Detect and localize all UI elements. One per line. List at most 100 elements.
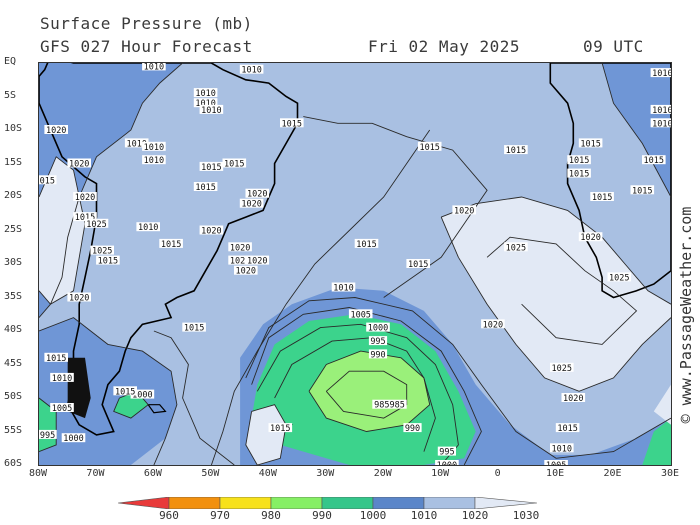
isobar-label-text: 1000 <box>63 434 83 444</box>
isobar-label: 1015 <box>354 238 379 250</box>
isobar-label: 1015 <box>113 386 137 397</box>
colorbar-segment-high <box>474 497 538 509</box>
isobar-label: 1020 <box>67 292 91 304</box>
isobar-label-text: 1020 <box>46 126 66 136</box>
isobar-label-text: 1015 <box>75 213 95 223</box>
isobar-label: 1025 <box>504 242 528 253</box>
isobar-label-text: 990 <box>405 424 420 434</box>
isobar-label: 1015 <box>73 212 97 223</box>
isobar-label: 1020 <box>452 205 476 216</box>
isobar-label: 1015 <box>39 175 57 186</box>
isobar-label-bg <box>590 192 614 201</box>
isobar-line <box>486 236 638 345</box>
isobar-label-bg <box>199 225 224 235</box>
colorbar-tick-label: 1020 <box>461 509 489 522</box>
isobar-label-bg <box>550 362 574 372</box>
isobar-label-text: 1025 <box>92 247 112 257</box>
isobar-label-text: 1015 <box>644 156 664 166</box>
isobar-label-bg <box>607 272 632 282</box>
isobar-line <box>39 317 178 465</box>
isobar-label: 1010 <box>142 141 166 153</box>
isobar-label-text: 1015 <box>39 176 55 186</box>
isobar-label: 995 <box>39 429 57 441</box>
isobar-label-bg <box>504 242 528 252</box>
isobar-label: 1000 <box>435 460 459 465</box>
isobar-label-bg <box>130 389 155 399</box>
isobar-label-bg <box>642 155 666 165</box>
isobar-label-bg <box>39 429 57 439</box>
isobar-label-text: 1010 <box>126 139 146 149</box>
isobar-label-text: 990 <box>370 350 385 360</box>
isobar-label-bg <box>142 155 166 165</box>
isobar-label-bg <box>136 222 160 232</box>
isobar-label-text: 1015 <box>632 186 652 196</box>
isobar-label-bg <box>84 218 109 228</box>
isobar-label-text: 1015 <box>569 170 589 180</box>
pressure-map-canvas: 1010 101010101010101010151010101010101020… <box>39 63 671 465</box>
isobar-label-bg <box>199 104 224 114</box>
isobar-line <box>325 370 408 419</box>
isobar-label-layer: 1010 101010101010101010151010101010101020… <box>39 63 671 465</box>
isobar-label-bg <box>113 386 137 396</box>
isobar-label-bg <box>567 168 591 178</box>
site-credit: © www.PassageWeather.com <box>677 150 695 480</box>
isobar-label-text: 1010 <box>201 106 221 116</box>
isobar-label: 1015 <box>555 423 580 434</box>
pressure-region-1020-1030 <box>441 197 671 392</box>
longitude-tick-label: 40W <box>258 468 277 479</box>
isobar-label-bg <box>228 242 252 252</box>
colorbar-segment <box>423 497 476 509</box>
isobar-label: 1015 <box>590 192 614 203</box>
isobar-label-text: 1020 <box>247 257 267 267</box>
isobar-label-text: 1020 <box>236 267 256 277</box>
isobar-label-text: 1025 <box>506 243 526 253</box>
isobar-label-text: 1025 <box>86 220 106 230</box>
isobar-label-bg <box>550 443 574 453</box>
isobar-label-text: 1015 <box>201 163 221 173</box>
pressure-map[interactable]: 1010 1010 1010 1010 1010 1015 1010 1010 1010 1020… <box>38 62 672 466</box>
isobar-label-bg <box>228 255 252 265</box>
isobar-line <box>210 129 431 465</box>
longitude-tick-label: 20W <box>373 468 392 479</box>
pressure-region-below-1000 <box>642 418 671 465</box>
longitude-tick-label: 50W <box>201 468 220 479</box>
pressure-colorbar <box>118 497 538 509</box>
isobar-line <box>458 257 671 392</box>
isobar-label: 1015 <box>417 141 442 153</box>
isobar-label-text: 1005 <box>350 310 370 320</box>
isobar-label: 1020 <box>481 319 505 330</box>
longitude-tick-label: 60W <box>143 468 162 479</box>
latitude-tick-label: 55S <box>4 424 23 436</box>
isobar-label-text: 1020 <box>580 233 600 243</box>
isobar-label-bg <box>239 198 264 208</box>
longitude-tick-label: 80W <box>28 468 48 479</box>
isobar-label-bg <box>544 460 568 465</box>
isobar-label-text: 1015 <box>270 424 290 434</box>
isobar-label-text: 1010 <box>144 63 164 72</box>
longitude-tick-label: 10W <box>431 468 450 479</box>
isobar-label-bg <box>159 238 183 248</box>
pressure-region-1000-1010 <box>39 63 183 318</box>
isobar-line <box>441 196 671 305</box>
isobar-label-bg <box>50 372 74 382</box>
isobar-label-text: 1010 <box>144 156 164 166</box>
isobar-label: 995 <box>368 336 388 347</box>
colorbar-segment <box>219 497 272 509</box>
latitude-tick-label: 30S <box>4 257 23 268</box>
isobar-label-text: 1020 <box>454 206 474 216</box>
isobar-label-bg <box>222 158 247 168</box>
isobar-label-text: 1015 <box>115 387 135 397</box>
latitude-tick-label: 50S <box>4 391 23 402</box>
isobar-label: 1020 <box>199 225 224 237</box>
isobar-label: 1015 <box>280 118 304 129</box>
isobar-label: 1010 <box>199 104 224 116</box>
isobar-label-bg <box>193 98 218 108</box>
isobar-label-bg <box>239 64 264 74</box>
isobar-label: 1010 <box>50 372 74 384</box>
isobar-label-bg <box>44 352 68 362</box>
forecast-time: 09 UTC <box>583 37 644 56</box>
isobar-label: 1000 <box>130 389 155 401</box>
isobar-label-bg <box>435 460 459 465</box>
isobar-line <box>274 337 436 452</box>
isobar-label-bg <box>354 238 379 248</box>
